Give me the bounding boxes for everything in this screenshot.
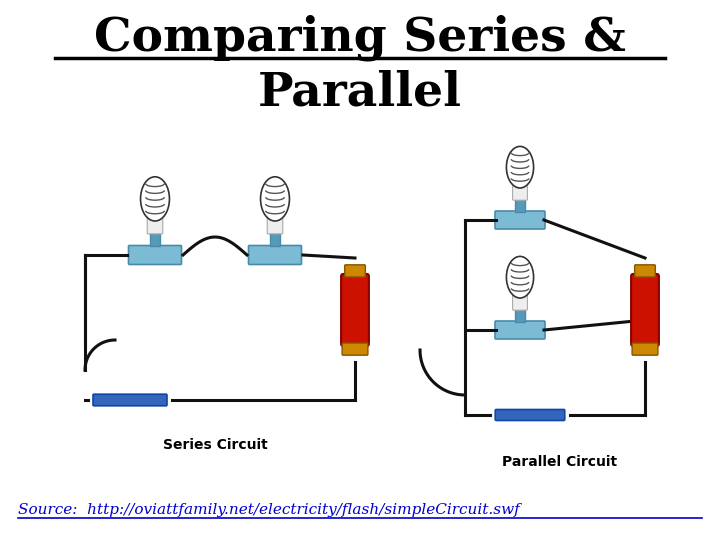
FancyBboxPatch shape <box>495 409 564 421</box>
FancyBboxPatch shape <box>267 217 283 234</box>
Text: Comparing Series &: Comparing Series & <box>94 15 626 61</box>
Bar <box>270 233 280 246</box>
FancyBboxPatch shape <box>634 265 655 277</box>
Ellipse shape <box>506 256 534 298</box>
Bar <box>150 233 160 246</box>
FancyBboxPatch shape <box>495 211 545 229</box>
Ellipse shape <box>140 177 169 221</box>
FancyBboxPatch shape <box>345 265 365 277</box>
FancyBboxPatch shape <box>93 394 167 406</box>
Text: Parallel Circuit: Parallel Circuit <box>503 455 618 469</box>
FancyBboxPatch shape <box>631 274 659 346</box>
Text: Source:  http://oviattfamily.net/electricity/flash/simpleCircuit.swf: Source: http://oviattfamily.net/electric… <box>18 503 520 517</box>
FancyBboxPatch shape <box>341 274 369 346</box>
Bar <box>516 309 525 322</box>
FancyBboxPatch shape <box>495 321 545 339</box>
FancyBboxPatch shape <box>342 343 368 355</box>
FancyBboxPatch shape <box>513 184 527 200</box>
FancyBboxPatch shape <box>128 246 181 265</box>
FancyBboxPatch shape <box>513 294 527 310</box>
Bar <box>516 199 525 212</box>
FancyBboxPatch shape <box>147 217 163 234</box>
Ellipse shape <box>261 177 289 221</box>
Text: Series Circuit: Series Circuit <box>163 438 267 452</box>
Ellipse shape <box>506 146 534 188</box>
FancyBboxPatch shape <box>248 246 302 265</box>
FancyBboxPatch shape <box>632 343 658 355</box>
Text: Parallel: Parallel <box>258 69 462 115</box>
